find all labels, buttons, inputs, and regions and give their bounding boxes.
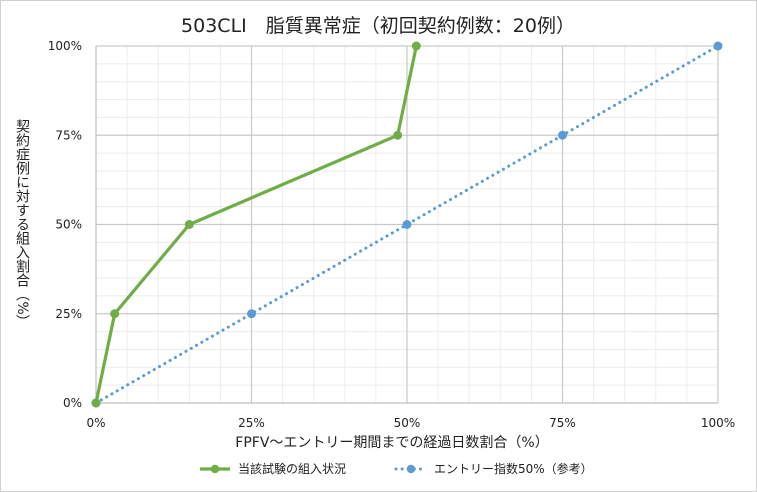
enrollment-series-point: [110, 309, 120, 319]
y-tick-label: 0%: [63, 396, 82, 410]
y-axis-label: 契約症例に対する組入割合（%）: [14, 119, 30, 328]
x-tick-label: 0%: [86, 416, 105, 430]
y-tick-label: 75%: [55, 128, 82, 142]
axes: [95, 46, 718, 404]
chart-title: 503CLI 脂質異常症（初回契約例数：20例）: [181, 15, 575, 37]
y-tick-label: 50%: [55, 218, 82, 232]
enrollment-series-point: [91, 398, 101, 408]
series-layer: [91, 41, 723, 408]
enrollment-series-point: [393, 130, 403, 140]
x-tick-label: 25%: [238, 416, 265, 430]
x-tick-label: 75%: [549, 416, 576, 430]
legend-swatch-marker: [210, 464, 220, 474]
x-tick-label: 50%: [394, 416, 421, 430]
y-tick-labels: 0% 25% 50% 75% 100%: [48, 39, 82, 410]
x-axis-label: FPFV～エントリー期間までの経過日数割合（%）: [235, 434, 548, 451]
reference-series-point: [713, 41, 723, 51]
enrollment-series-point: [184, 220, 194, 229]
legend-swatch-marker: [406, 464, 416, 474]
legend-label: 当該試験の組入状況: [238, 461, 346, 476]
reference-series-point: [247, 309, 256, 319]
x-tick-labels: 0% 25% 50% 75% 100%: [86, 416, 735, 430]
reference-series-point: [558, 130, 567, 140]
x-tick-label: 100%: [701, 416, 735, 430]
legend-label: エントリー指数50%（参考）: [434, 461, 593, 476]
y-tick-label: 100%: [48, 39, 82, 53]
y-tick-label: 25%: [55, 307, 82, 321]
enrollment-series-point: [411, 41, 421, 51]
legend: 当該試験の組入状況 エントリー指数50%（参考）: [200, 461, 593, 476]
reference-series-point: [402, 220, 412, 229]
